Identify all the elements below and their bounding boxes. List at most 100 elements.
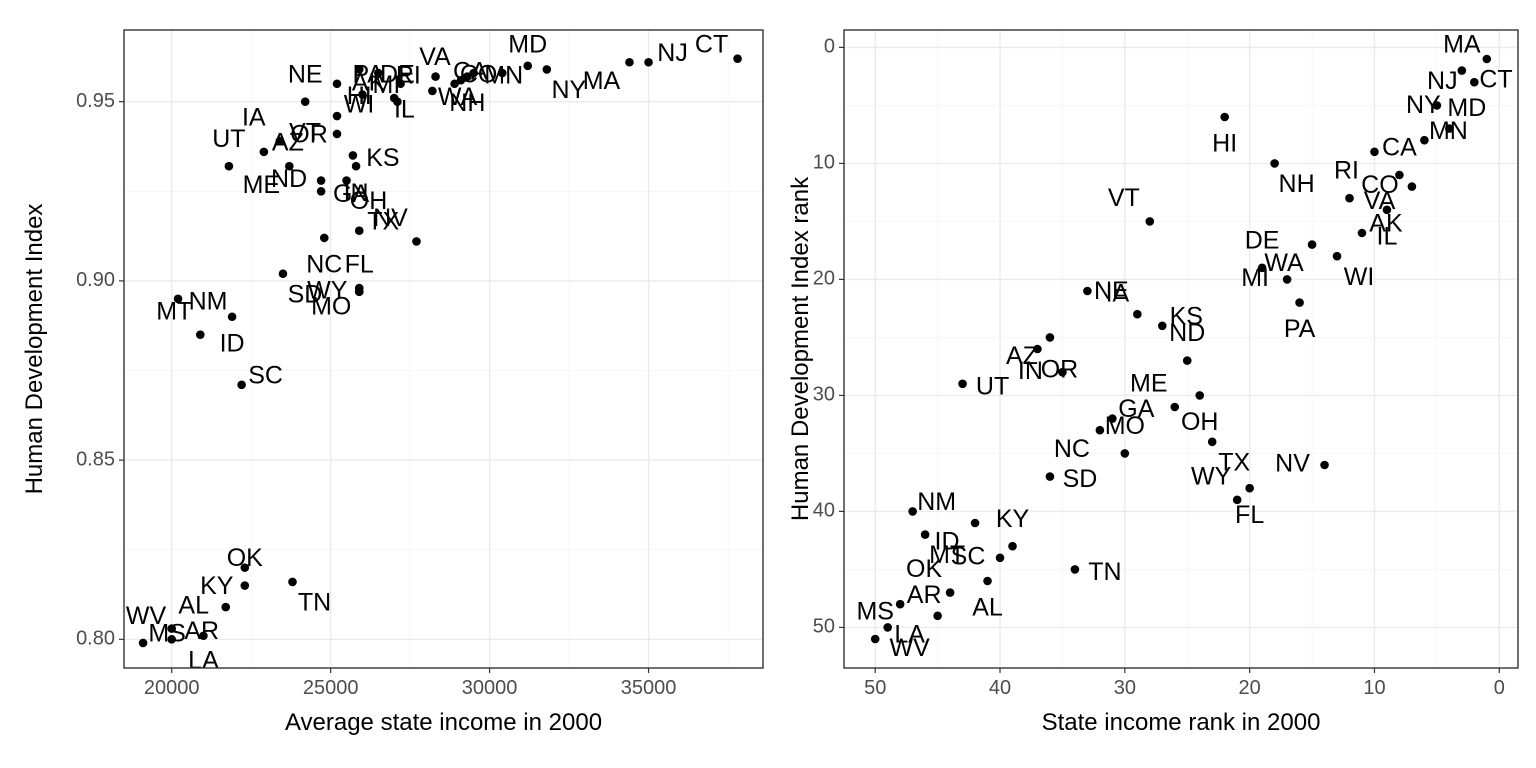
data-point-wi — [1332, 251, 1342, 261]
data-point-mt — [920, 530, 930, 539]
point-label-ar: AR — [184, 617, 219, 645]
data-point-me — [1170, 402, 1180, 412]
data-point-hi — [1220, 112, 1229, 122]
data-point-md — [1432, 101, 1442, 110]
point-label-az: AZ — [272, 128, 304, 156]
data-point-ne — [300, 97, 310, 106]
data-point-nm — [173, 294, 183, 304]
x-tick-label: 20000 — [144, 677, 200, 699]
point-label-il: IL — [1377, 222, 1398, 250]
data-point-ny — [542, 65, 552, 74]
point-label-id: ID — [220, 329, 245, 357]
point-label-mt: MT — [929, 541, 965, 569]
data-point-ri — [374, 68, 383, 78]
point-label-az: AZ — [1006, 342, 1038, 370]
data-point-mi — [1282, 275, 1292, 284]
y-axis-title: Human Development Index rank — [787, 176, 814, 521]
point-label-wv: WV — [126, 602, 167, 630]
data-point-nc — [1095, 425, 1105, 435]
point-label-va: VA — [419, 43, 451, 71]
major-gridlines — [124, 30, 763, 668]
point-label-ny: NY — [551, 76, 586, 104]
data-point-ga — [1108, 414, 1117, 423]
data-point-or — [1033, 344, 1042, 354]
data-point-wa — [431, 72, 440, 81]
data-point-ky — [1008, 541, 1017, 551]
data-point-wa — [1307, 240, 1317, 249]
data-point-co — [450, 79, 459, 89]
x-axis: 20000 25000 30000 35000 — [144, 668, 676, 699]
data-point-nh — [463, 72, 472, 81]
panel-border — [843, 29, 1519, 669]
point-label-sd: SD — [1063, 465, 1098, 493]
data-point-ok — [240, 581, 250, 590]
data-point-ma — [625, 57, 634, 67]
point-label-ny: NY — [1406, 91, 1441, 119]
data-point-tn — [1070, 565, 1080, 574]
x-tick-label: 35000 — [621, 677, 677, 699]
point-label-pa: PA — [1284, 315, 1316, 343]
data-point-ms — [870, 634, 880, 644]
x-tick-label: 40 — [989, 677, 1011, 699]
data-point-mo — [1120, 449, 1130, 458]
data-point-mn — [469, 68, 479, 78]
data-point-nm — [908, 507, 917, 516]
data-point-ne — [1133, 309, 1142, 319]
point-label-pa: PA — [352, 61, 384, 89]
data-point-co — [1407, 182, 1417, 191]
point-label-tn: TN — [298, 589, 331, 617]
point-label-me: ME — [243, 171, 281, 199]
data-point-nj — [1470, 77, 1479, 87]
point-label-mo: MO — [1105, 412, 1145, 440]
point-label-tn: TN — [1088, 558, 1121, 586]
point-label-ri: RI — [396, 62, 421, 90]
point-label-il: IL — [394, 96, 415, 124]
point-label-nc: NC — [306, 250, 342, 278]
point-label-mn: MN — [484, 62, 523, 90]
data-point-ia — [275, 136, 285, 146]
point-label-nd: ND — [271, 165, 307, 193]
point-label-oh: OH — [1181, 408, 1219, 436]
point-label-de: DE — [1245, 226, 1280, 254]
point-label-va: VA — [1364, 187, 1396, 215]
data-point-ny — [1445, 124, 1454, 133]
point-label-in: IN — [344, 179, 369, 207]
point-label-ma: MA — [583, 67, 621, 95]
data-point-il — [1382, 205, 1392, 215]
data-point-la — [199, 631, 208, 641]
data-point-sd — [278, 269, 288, 279]
point-label-sc: SC — [248, 361, 283, 389]
point-label-la: LA — [188, 647, 219, 675]
data-point-az — [259, 147, 269, 157]
data-point-ri — [1370, 147, 1379, 157]
data-point-nj — [644, 57, 653, 67]
data-point-ms — [138, 638, 148, 648]
y-tick-label: 40 — [813, 500, 835, 522]
data-point-nd — [316, 176, 326, 185]
x-tick-label: 10 — [1363, 677, 1385, 699]
data-point-ok — [945, 588, 955, 597]
point-label-ia: IA — [1106, 280, 1130, 308]
data-point-nc — [319, 233, 329, 243]
point-label-ms: MS — [856, 598, 894, 626]
point-label-ks: KS — [1170, 302, 1203, 330]
x-tick-label: 50 — [864, 677, 886, 699]
point-label-fl: FL — [1235, 501, 1264, 529]
point-label-id: ID — [935, 528, 960, 556]
point-label-nm: NM — [917, 488, 956, 516]
y-tick-label: 50 — [813, 616, 835, 638]
point-label-ne: NE — [1094, 277, 1129, 305]
data-point-ak — [1357, 228, 1367, 238]
data-point-tx — [1207, 437, 1217, 447]
data-point-va — [1345, 193, 1354, 203]
point-label-wi: WI — [1344, 263, 1375, 291]
point-label-ia: IA — [242, 104, 266, 132]
point-label-oh: OH — [350, 187, 388, 215]
point-label-md: MD — [1447, 94, 1486, 122]
point-label-tx: TX — [367, 207, 399, 235]
point-label-ky: KY — [200, 572, 234, 600]
y-tick-label: 10 — [813, 152, 835, 174]
point-label-ca: CA — [453, 58, 488, 86]
